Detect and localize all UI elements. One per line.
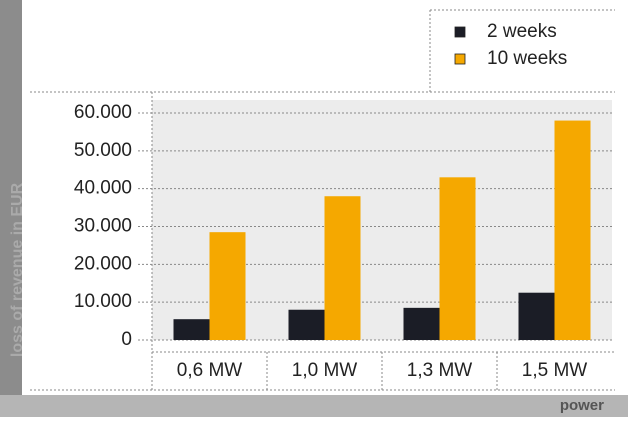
bar <box>210 232 246 340</box>
y-tick-label: 10.000 <box>74 291 132 312</box>
chart: loss of revenue in EUR power 0 10.000 20.0… <box>0 0 628 417</box>
legend-swatch <box>455 54 465 64</box>
bar <box>325 196 361 340</box>
y-tick-label: 30.000 <box>74 216 132 237</box>
y-tick-label: 50.000 <box>74 140 132 161</box>
bar <box>404 308 440 340</box>
bottom-strip <box>0 395 628 417</box>
x-tick-label: 0,6 MW <box>177 360 243 381</box>
x-tick-label: 1,5 MW <box>522 360 588 381</box>
legend-swatch <box>455 27 465 37</box>
x-axis-label: power <box>560 397 604 414</box>
bar <box>440 177 476 340</box>
y-axis-label: loss of revenue in EUR <box>9 182 26 357</box>
bar <box>519 293 555 340</box>
y-tick-label: 40.000 <box>74 178 132 199</box>
bar <box>289 310 325 340</box>
y-tick-label: 0 <box>121 329 132 350</box>
bar <box>555 121 591 340</box>
x-tick-label: 1,0 MW <box>292 360 358 381</box>
y-tick-label: 20.000 <box>74 253 132 274</box>
y-tick-label: 60.000 <box>74 102 132 123</box>
legend-label: 2 weeks <box>487 21 557 42</box>
bar <box>174 319 210 340</box>
page: {"chart_data": {"type": "bar", "y_label"… <box>0 0 628 417</box>
legend-label: 10 weeks <box>487 48 567 69</box>
x-tick-label: 1,3 MW <box>407 360 473 381</box>
